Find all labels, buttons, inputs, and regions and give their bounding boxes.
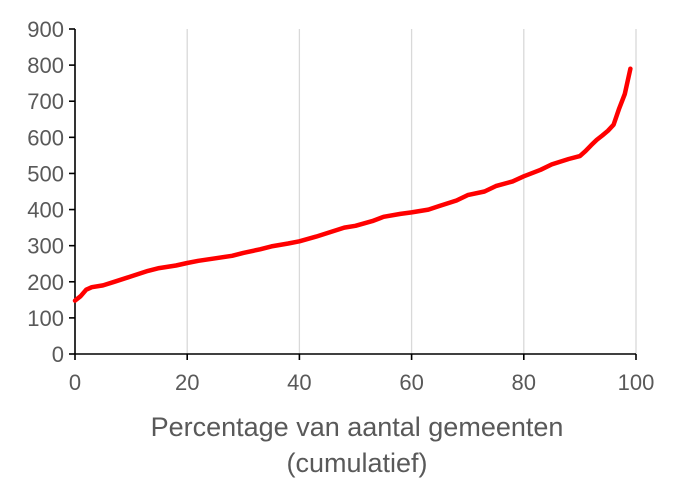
y-tick-label-500: 500 xyxy=(27,161,64,186)
y-tick-label-600: 600 xyxy=(27,125,64,150)
y-tick-label-400: 400 xyxy=(27,198,64,223)
x-tick-label-100: 100 xyxy=(618,370,655,395)
y-tick-label-700: 700 xyxy=(27,89,64,114)
x-tick-label-40: 40 xyxy=(287,370,311,395)
chart-axes xyxy=(74,29,636,355)
x-axis-title-line-2: (cumulatief) xyxy=(286,448,427,478)
x-tick-label-60: 60 xyxy=(399,370,423,395)
y-tick-label-0: 0 xyxy=(52,342,64,367)
axis-ticks: 0 100 200 300 400 500 600 700 800 900 0 20 40 60 80 100 xyxy=(27,17,654,395)
x-tick-label-0: 0 xyxy=(69,370,81,395)
series-layer xyxy=(72,66,633,303)
x-axis-title-line-1: Percentage van aantal gemeenten xyxy=(151,412,564,442)
y-tick-label-200: 200 xyxy=(27,270,64,295)
series-line-0 xyxy=(72,66,633,303)
x-tick-label-80: 80 xyxy=(512,370,536,395)
y-tick-label-100: 100 xyxy=(27,306,64,331)
y-tick-label-300: 300 xyxy=(27,234,64,259)
y-tick-label-900: 900 xyxy=(27,17,64,42)
y-tick-label-800: 800 xyxy=(27,53,64,78)
vertical-gridlines xyxy=(186,29,637,354)
x-tick-label-20: 20 xyxy=(175,370,199,395)
